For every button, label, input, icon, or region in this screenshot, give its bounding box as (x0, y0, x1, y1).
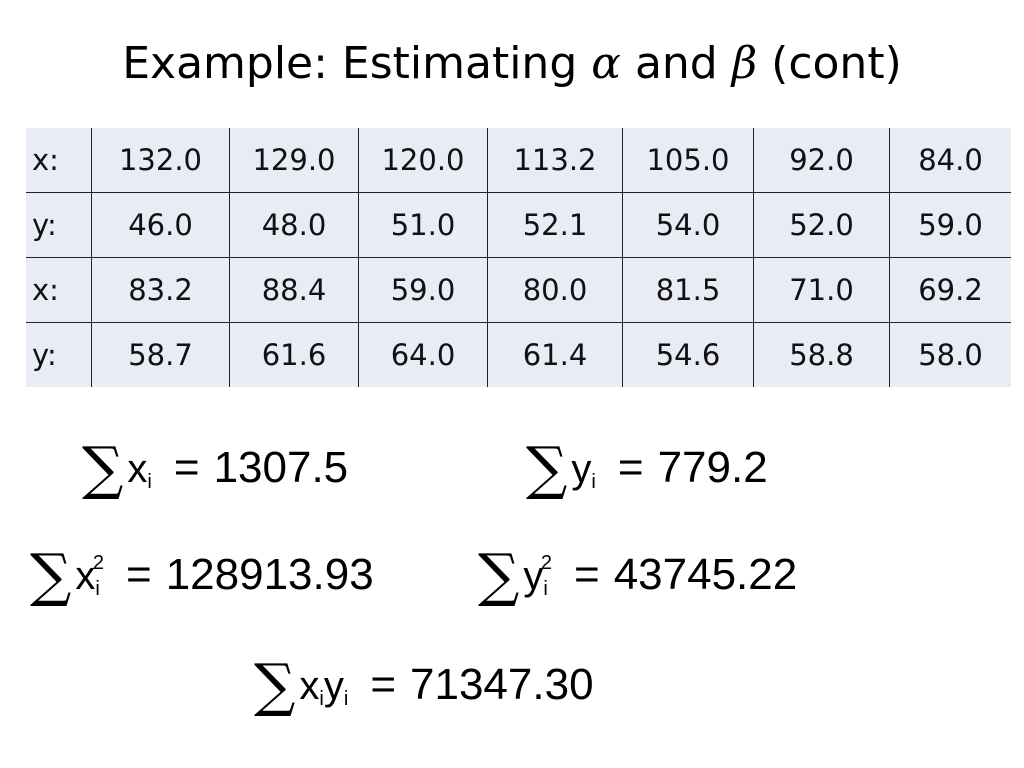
value: 779.2 (657, 443, 768, 492)
table-cell: 71.0 (753, 257, 890, 323)
table-cell: 46.0 (91, 192, 230, 258)
subscript: i (147, 471, 152, 493)
formula-sum-x-squared: ∑ x i 2 = 128913.93 (30, 535, 374, 609)
formula-sum-xy: ∑ x i y i = 71347.30 (254, 645, 594, 719)
row-label: y: (26, 322, 92, 387)
table-cell: 59.0 (889, 192, 1011, 258)
variable: x (299, 664, 320, 708)
equals: = (173, 443, 200, 492)
variable: y (523, 554, 544, 598)
title-text: (cont) (757, 38, 902, 89)
table-cell: 81.5 (622, 257, 754, 323)
table-cell: 64.0 (358, 322, 488, 387)
table-cell: 59.0 (358, 257, 488, 323)
superscript: 2 (540, 552, 552, 574)
superscript: 2 (92, 552, 104, 574)
value: 1307.5 (213, 443, 349, 492)
table-cell: 84.0 (889, 128, 1011, 193)
table-cell: 54.6 (622, 322, 754, 387)
data-table: x: 132.0 129.0 120.0 113.2 105.0 92.0 84.0 y: 46.… (26, 128, 1011, 387)
title-text: Example: Estimating (122, 38, 592, 89)
sum-symbol: ∑ (82, 434, 124, 502)
value: 128913.93 (165, 550, 374, 599)
table-cell: 88.4 (229, 257, 359, 323)
equals: = (617, 443, 644, 492)
table-row: y: 58.7 61.6 64.0 61.4 54.6 58.8 58.0 (26, 322, 1011, 387)
table-cell: 58.0 (889, 322, 1011, 387)
equals: = (125, 550, 152, 599)
variable: x (127, 447, 148, 491)
table-cell: 69.2 (889, 257, 1011, 323)
row-label: y: (26, 192, 92, 258)
table-cell: 129.0 (229, 128, 359, 193)
table-cell: 120.0 (358, 128, 488, 193)
table-row: x: 83.2 88.4 59.0 80.0 81.5 71.0 69.2 (26, 257, 1011, 323)
value: 43745.22 (613, 550, 798, 599)
sum-symbol: ∑ (526, 434, 568, 502)
row-label: x: (26, 257, 92, 323)
slide-title: Example: Estimating α and β (cont) (0, 38, 1024, 89)
table-cell: 132.0 (91, 128, 230, 193)
table-cell: 58.8 (753, 322, 890, 387)
table-cell: 51.0 (358, 192, 488, 258)
table-row: x: 132.0 129.0 120.0 113.2 105.0 92.0 84.0 (26, 128, 1011, 193)
table-row: y: 46.0 48.0 51.0 52.1 54.0 52.0 59.0 (26, 192, 1011, 258)
equals: = (573, 550, 600, 599)
subscript: i (591, 471, 596, 493)
table-cell: 54.0 (622, 192, 754, 258)
value: 71347.30 (410, 660, 594, 709)
table-cell: 113.2 (487, 128, 623, 193)
table-cell: 61.6 (229, 322, 359, 387)
sum-symbol: ∑ (254, 651, 296, 719)
table-cell: 48.0 (229, 192, 359, 258)
table-cell: 61.4 (487, 322, 623, 387)
table-cell: 52.0 (753, 192, 890, 258)
table-cell: 83.2 (91, 257, 230, 323)
equals: = (370, 660, 397, 709)
variable: y (571, 447, 592, 491)
formula-sum-y-squared: ∑ y i 2 = 43745.22 (478, 535, 798, 609)
table-cell: 80.0 (487, 257, 623, 323)
subscript: i (543, 578, 548, 600)
formula-sum-x: ∑ x i = 1307.5 (82, 428, 349, 502)
sum-symbol: ∑ (30, 541, 72, 609)
title-text: and (620, 38, 732, 89)
beta-symbol: β (731, 38, 758, 89)
formula-sum-y: ∑ y i = 779.2 (526, 428, 768, 502)
variable: y (323, 664, 344, 708)
table-cell: 92.0 (753, 128, 890, 193)
row-label: x: (32, 143, 59, 177)
table-cell: 52.1 (487, 192, 623, 258)
table-cell: 58.7 (91, 322, 230, 387)
subscript: i (95, 578, 100, 600)
subscript: i (319, 688, 324, 710)
alpha-symbol: α (591, 38, 621, 89)
sum-symbol: ∑ (478, 541, 520, 609)
table-cell: 105.0 (622, 128, 754, 193)
variable: x (75, 554, 96, 598)
subscript: i (343, 688, 349, 710)
